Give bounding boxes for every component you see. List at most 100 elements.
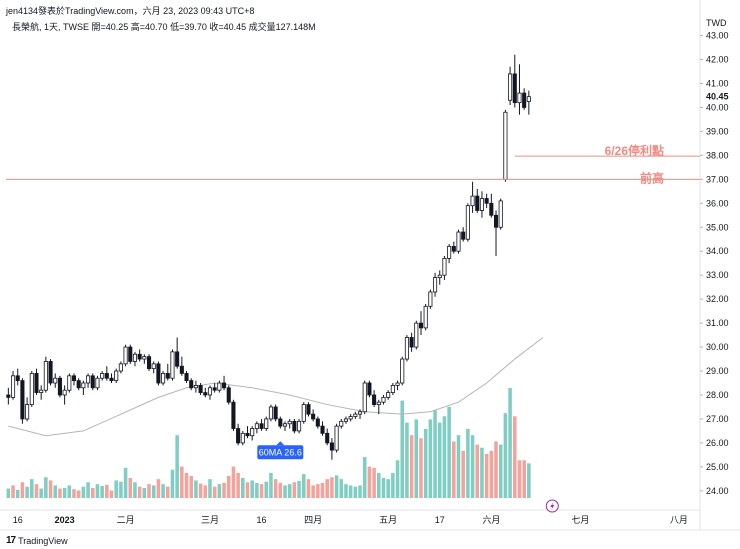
candle [372,390,377,407]
candle-body [484,198,489,204]
y-tick-label: 25.00 [706,462,729,472]
candle-body [470,195,475,207]
volume-bar [306,479,311,498]
candle-body [137,353,142,360]
y-tick-label: 27.00 [706,414,729,424]
candle-body [362,382,367,413]
volume-bar [358,485,362,498]
candle-body [390,385,395,393]
volume-bar [156,479,161,498]
lightning-icon [545,499,559,513]
candle-body [297,420,302,432]
candle [447,244,452,264]
candle [76,378,81,391]
candle-body [428,291,433,307]
volume-bar [123,467,128,498]
candle [259,418,264,431]
candle-body [437,274,442,278]
candle [240,430,245,446]
volume-bar [147,484,151,498]
candle [53,373,58,388]
candle [268,404,273,422]
candle-body [132,353,137,362]
candle-body [508,73,513,101]
volume-bar [334,475,339,498]
volume-bar [133,482,137,498]
candle [315,416,320,429]
candle [137,349,142,362]
candle-body [67,375,72,391]
volume-bar [39,488,43,498]
candle-body [15,375,20,382]
volume-bar [320,482,325,498]
candle-body [400,358,405,384]
candle [376,399,381,415]
volume-bar [278,482,283,498]
volume-bar [165,486,170,498]
volume-bar [405,422,409,498]
candle [29,371,34,407]
volume-bar [395,460,400,498]
candle-body [498,200,503,228]
candle [357,409,363,419]
candle [222,375,227,391]
tradingview-brand: TradingView [18,535,68,546]
candle-body [348,416,353,420]
candle-body [381,396,386,403]
candle [170,349,175,381]
candle-body [447,246,452,259]
volume-bar [423,428,428,498]
candle-body [81,382,86,389]
candle [39,385,44,400]
candle [456,229,461,254]
candle [418,311,424,336]
volume-bar [53,485,58,498]
candle-body [353,413,358,417]
candle [522,88,527,110]
candle [343,416,349,424]
volume-bar [151,485,156,498]
candle [423,303,428,331]
candle [292,418,297,434]
candle [207,385,213,400]
ma-tag-pointer [276,441,285,446]
candle-body [43,361,48,391]
volume-bar [184,472,189,498]
candle [484,193,489,209]
candle [470,181,475,213]
candle-body [404,337,409,360]
volume-bar [72,489,76,498]
volume-bar [466,428,470,498]
volume-bar [109,490,114,498]
currency-label: TWD [706,18,727,28]
candle-body [250,428,255,437]
candle [517,64,522,115]
volume-bar [461,450,465,498]
candle-body [372,394,377,405]
y-tick-label: 32.00 [706,294,729,304]
candle [123,344,128,367]
candle-body [339,420,344,427]
volume-bar [128,477,133,498]
candle-body [76,380,81,389]
candle-body [334,425,339,451]
candle-body [325,432,330,444]
candle-body [357,411,363,415]
volume-bar [6,488,11,498]
ma-tag-label: 60MA 26.6 [259,447,302,457]
candle [15,368,20,386]
candle-body [118,363,123,372]
candle [301,402,306,424]
candle-body [456,231,461,252]
candle-body [526,96,531,102]
volume-bar [381,477,386,498]
volume-bar [62,487,67,498]
x-tick-label: 六月 [482,514,500,525]
volume-bar [34,484,39,498]
candle [409,332,414,352]
candle [81,380,86,395]
candle-body [25,404,30,420]
volume-bar [498,444,503,498]
candle-body [292,420,297,432]
